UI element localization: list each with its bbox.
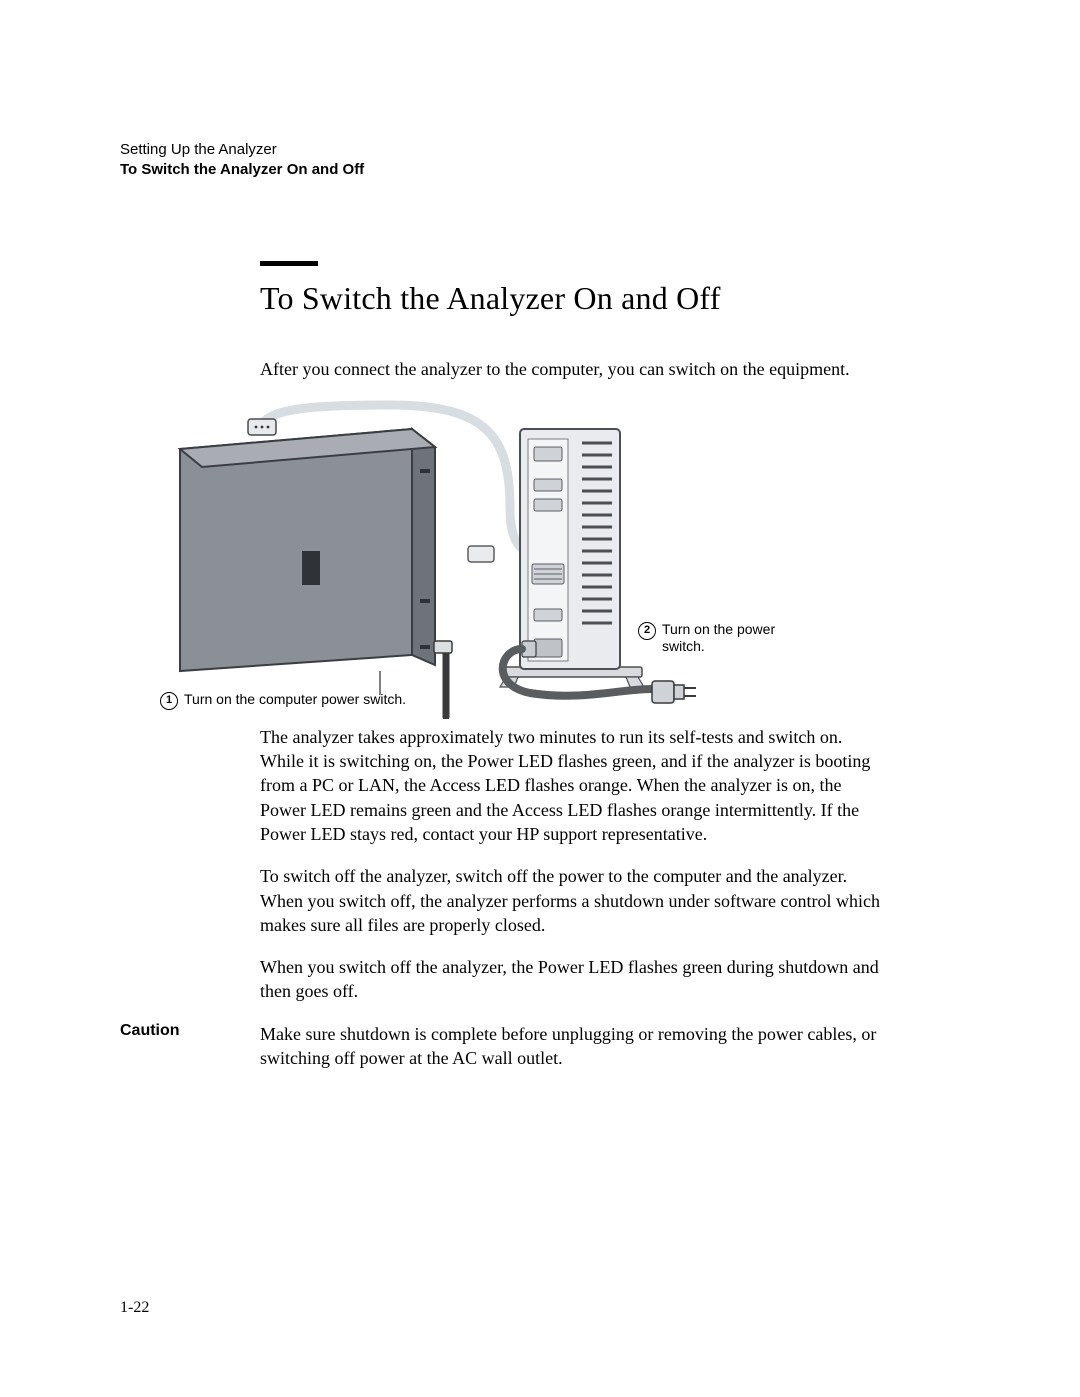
intro-paragraph: After you connect the analyzer to the co… bbox=[260, 357, 880, 381]
callout-2-text: Turn on the power switch. bbox=[662, 621, 790, 656]
body-paragraph-3: When you switch off the analyzer, the Po… bbox=[260, 955, 880, 1004]
callout-1-text: Turn on the computer power switch. bbox=[184, 691, 406, 709]
page-number: 1-22 bbox=[120, 1299, 149, 1317]
computer-icon bbox=[180, 429, 435, 671]
body-paragraph-2: To switch off the analyzer, switch off t… bbox=[260, 864, 880, 937]
callout-1: 1 Turn on the computer power switch. bbox=[160, 691, 406, 710]
header-subsection: To Switch the Analyzer On and Off bbox=[120, 160, 960, 180]
callout-2-number: 2 bbox=[638, 622, 656, 640]
page-title: To Switch the Analyzer On and Off bbox=[260, 280, 960, 317]
caution-text: Make sure shutdown is complete before un… bbox=[260, 1022, 880, 1071]
page-header: Setting Up the Analyzer To Switch the An… bbox=[120, 140, 960, 181]
callout-1-number: 1 bbox=[160, 692, 178, 710]
caution-block: Caution Make sure shutdown is complete b… bbox=[260, 1022, 960, 1071]
header-section: Setting Up the Analyzer bbox=[120, 140, 960, 160]
body-paragraph-1: The analyzer takes approximately two min… bbox=[260, 725, 880, 846]
caution-label: Caution bbox=[120, 1022, 260, 1040]
equipment-figure: 1 Turn on the computer power switch. 2 T… bbox=[150, 399, 790, 719]
title-rule bbox=[260, 261, 318, 266]
content-column: To Switch the Analyzer On and Off After … bbox=[260, 261, 960, 1071]
callout-2: 2 Turn on the power switch. bbox=[638, 621, 790, 656]
manual-page: Setting Up the Analyzer To Switch the An… bbox=[0, 0, 1080, 1397]
equipment-svg bbox=[150, 399, 790, 719]
